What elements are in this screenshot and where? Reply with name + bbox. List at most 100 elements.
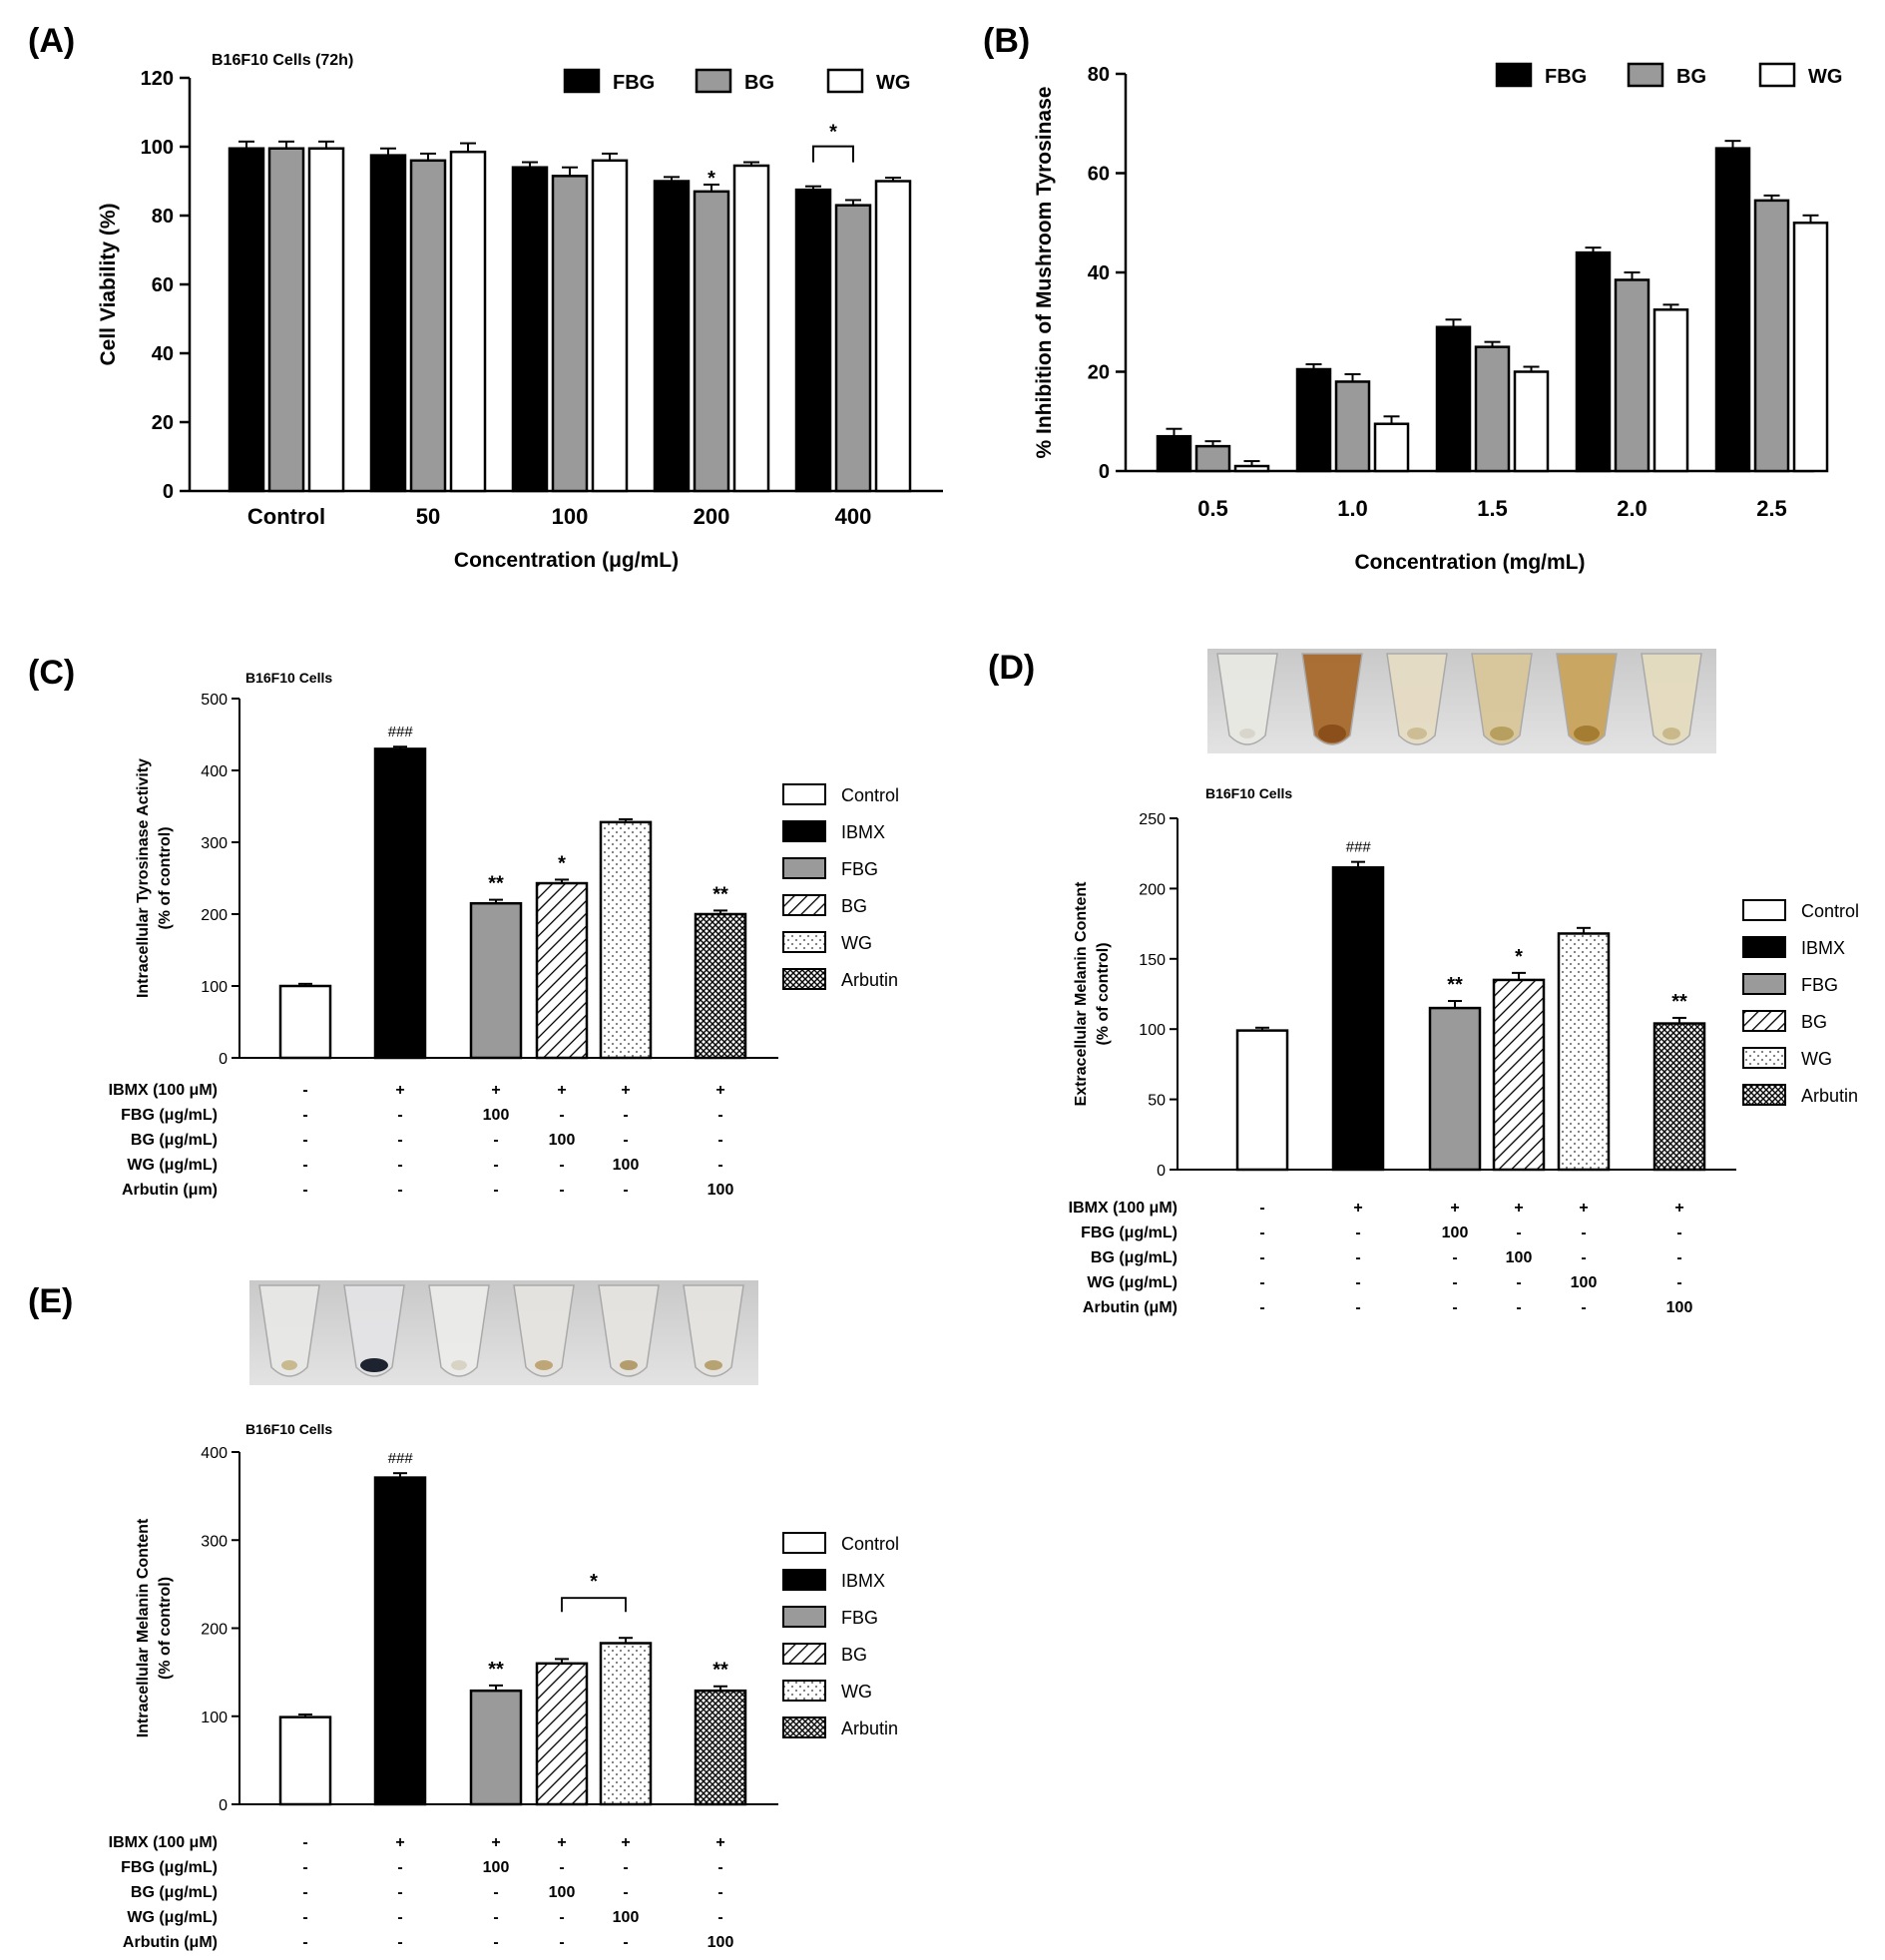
treatment-cell: 100 — [483, 1107, 510, 1124]
tube-image — [428, 1284, 490, 1377]
treatment-cell: - — [717, 1884, 722, 1901]
panel-c: (C) B16F10 Cells 0 100 200 300 400 500 Intracell… — [28, 654, 899, 1199]
y-tick-label: 60 — [1088, 164, 1110, 186]
treatment-cell: - — [397, 1884, 402, 1901]
treatment-cell: 100 — [549, 1132, 576, 1149]
legend-swatch-control — [782, 1532, 826, 1554]
treatment-row-label: Arbutin (μm) — [122, 1182, 218, 1199]
treatment-row-label: BG (μg/mL) — [1091, 1249, 1178, 1266]
x-category-label: 1.0 — [1337, 496, 1368, 521]
treatment-cell: + — [621, 1834, 630, 1851]
treatment-cell: - — [559, 1909, 564, 1926]
bar-bg — [1753, 199, 1790, 473]
legend-label: WG — [841, 933, 872, 953]
treatment-row-label: IBMX (100 μM) — [109, 1082, 218, 1099]
treatment-cell: + — [557, 1834, 566, 1851]
bar-bg — [1194, 444, 1231, 473]
treatment-cell: - — [1259, 1249, 1264, 1266]
bar-fbg — [469, 901, 523, 1060]
treatment-cell: - — [1516, 1299, 1521, 1316]
treatment-row-label: BG (μg/mL) — [131, 1132, 218, 1149]
tube-image — [513, 1284, 575, 1377]
treatment-cell: - — [1452, 1274, 1457, 1291]
legend-swatch-bg — [1742, 1010, 1786, 1032]
legend-label: FBG — [1801, 975, 1838, 995]
treatment-cell: - — [397, 1132, 402, 1149]
chart-title: B16F10 Cells (72h) — [212, 52, 353, 69]
treatment-row-label: WG (μg/mL) — [127, 1157, 218, 1174]
treatment-cell: - — [302, 1132, 307, 1149]
treatment-cell: + — [715, 1082, 724, 1099]
bar-wg — [591, 159, 629, 493]
legend-label: FBG — [841, 1608, 878, 1628]
legend-swatch-wg — [1758, 62, 1796, 88]
tube-image — [1641, 653, 1702, 745]
tube-image — [258, 1284, 320, 1377]
treatment-cell: - — [1355, 1299, 1360, 1316]
treatment-cell: - — [1581, 1225, 1586, 1241]
y-axis-label: Extracellular Melanin Content — [1073, 881, 1090, 1107]
legend-label: BG — [841, 896, 867, 916]
treatment-cell: - — [717, 1157, 722, 1174]
chart-title: B16F10 Cells — [1205, 785, 1292, 801]
bar-wg — [599, 1642, 653, 1806]
treatment-cell: + — [491, 1082, 500, 1099]
x-category-label: 2.5 — [1756, 496, 1787, 521]
tube-image — [1471, 653, 1533, 745]
tube-photo-d — [1207, 649, 1716, 753]
treatment-row-label: FBG (μg/mL) — [1081, 1225, 1178, 1241]
legend-label: IBMX — [841, 822, 885, 842]
y-tick-label: 500 — [201, 692, 228, 709]
treatment-cell: - — [302, 1157, 307, 1174]
legend-label: WG — [1801, 1049, 1832, 1069]
treatment-cell: 100 — [549, 1884, 576, 1901]
significance-bracket — [561, 1597, 627, 1613]
legend-swatch-control — [782, 783, 826, 805]
treatment-cell: + — [1450, 1200, 1459, 1217]
treatment-cell: - — [1355, 1225, 1360, 1241]
treatment-cell: - — [397, 1859, 402, 1876]
y-axis-label: Intracellular Tyrosinase Activity — [135, 758, 152, 998]
y-axis-label: (% of control) — [157, 826, 174, 929]
treatment-cell: + — [715, 1834, 724, 1851]
bar-fbg — [469, 1689, 523, 1806]
treatment-cell: - — [1259, 1225, 1264, 1241]
significance-star: ** — [488, 873, 504, 895]
treatment-cell: - — [1259, 1299, 1264, 1316]
treatment-cell: - — [1676, 1274, 1681, 1291]
treatment-cell: - — [623, 1884, 628, 1901]
treatment-cell: - — [1516, 1274, 1521, 1291]
legend-swatch-ibmx — [782, 820, 826, 842]
legend-swatch-arbutin — [1742, 1084, 1786, 1106]
y-tick-label: 20 — [1088, 362, 1110, 384]
y-tick-label: 250 — [1139, 811, 1166, 828]
treatment-cell: + — [1353, 1200, 1362, 1217]
tube-pellet — [620, 1360, 638, 1370]
legend-label: FBG — [1545, 66, 1587, 88]
bar-bg — [267, 147, 305, 493]
treatment-cell: - — [302, 1859, 307, 1876]
bar-ibmx — [373, 747, 427, 1060]
treatment-cell: - — [1676, 1249, 1681, 1266]
y-axis-label: Cell Viability (%) — [97, 204, 120, 366]
treatment-cell: 100 — [613, 1909, 640, 1926]
treatment-cell: - — [397, 1182, 402, 1199]
significance-star: ** — [712, 1660, 728, 1682]
treatment-cell: - — [1581, 1249, 1586, 1266]
legend-swatch-bg — [782, 894, 826, 916]
bar-control — [278, 1715, 332, 1806]
chart-title: B16F10 Cells — [245, 670, 332, 686]
y-axis-label: % Inhibition of Mushroom Tyrosinase — [1033, 87, 1056, 459]
treatment-cell: + — [621, 1082, 630, 1099]
significance-star: ** — [488, 1659, 504, 1681]
treatment-cell: - — [302, 1909, 307, 1926]
treatment-row-label: WG (μg/mL) — [1087, 1274, 1178, 1291]
y-tick-label: 80 — [1088, 64, 1110, 86]
bar-bg — [551, 175, 589, 493]
significance-star: * — [558, 852, 566, 874]
legend-swatch-wg — [1742, 1047, 1786, 1069]
significance-star: ** — [712, 883, 728, 905]
significance-star: * — [590, 1571, 598, 1593]
chart-title: B16F10 Cells — [245, 1421, 332, 1437]
y-axis-label: Intracellular Melanin Content — [135, 1518, 152, 1737]
